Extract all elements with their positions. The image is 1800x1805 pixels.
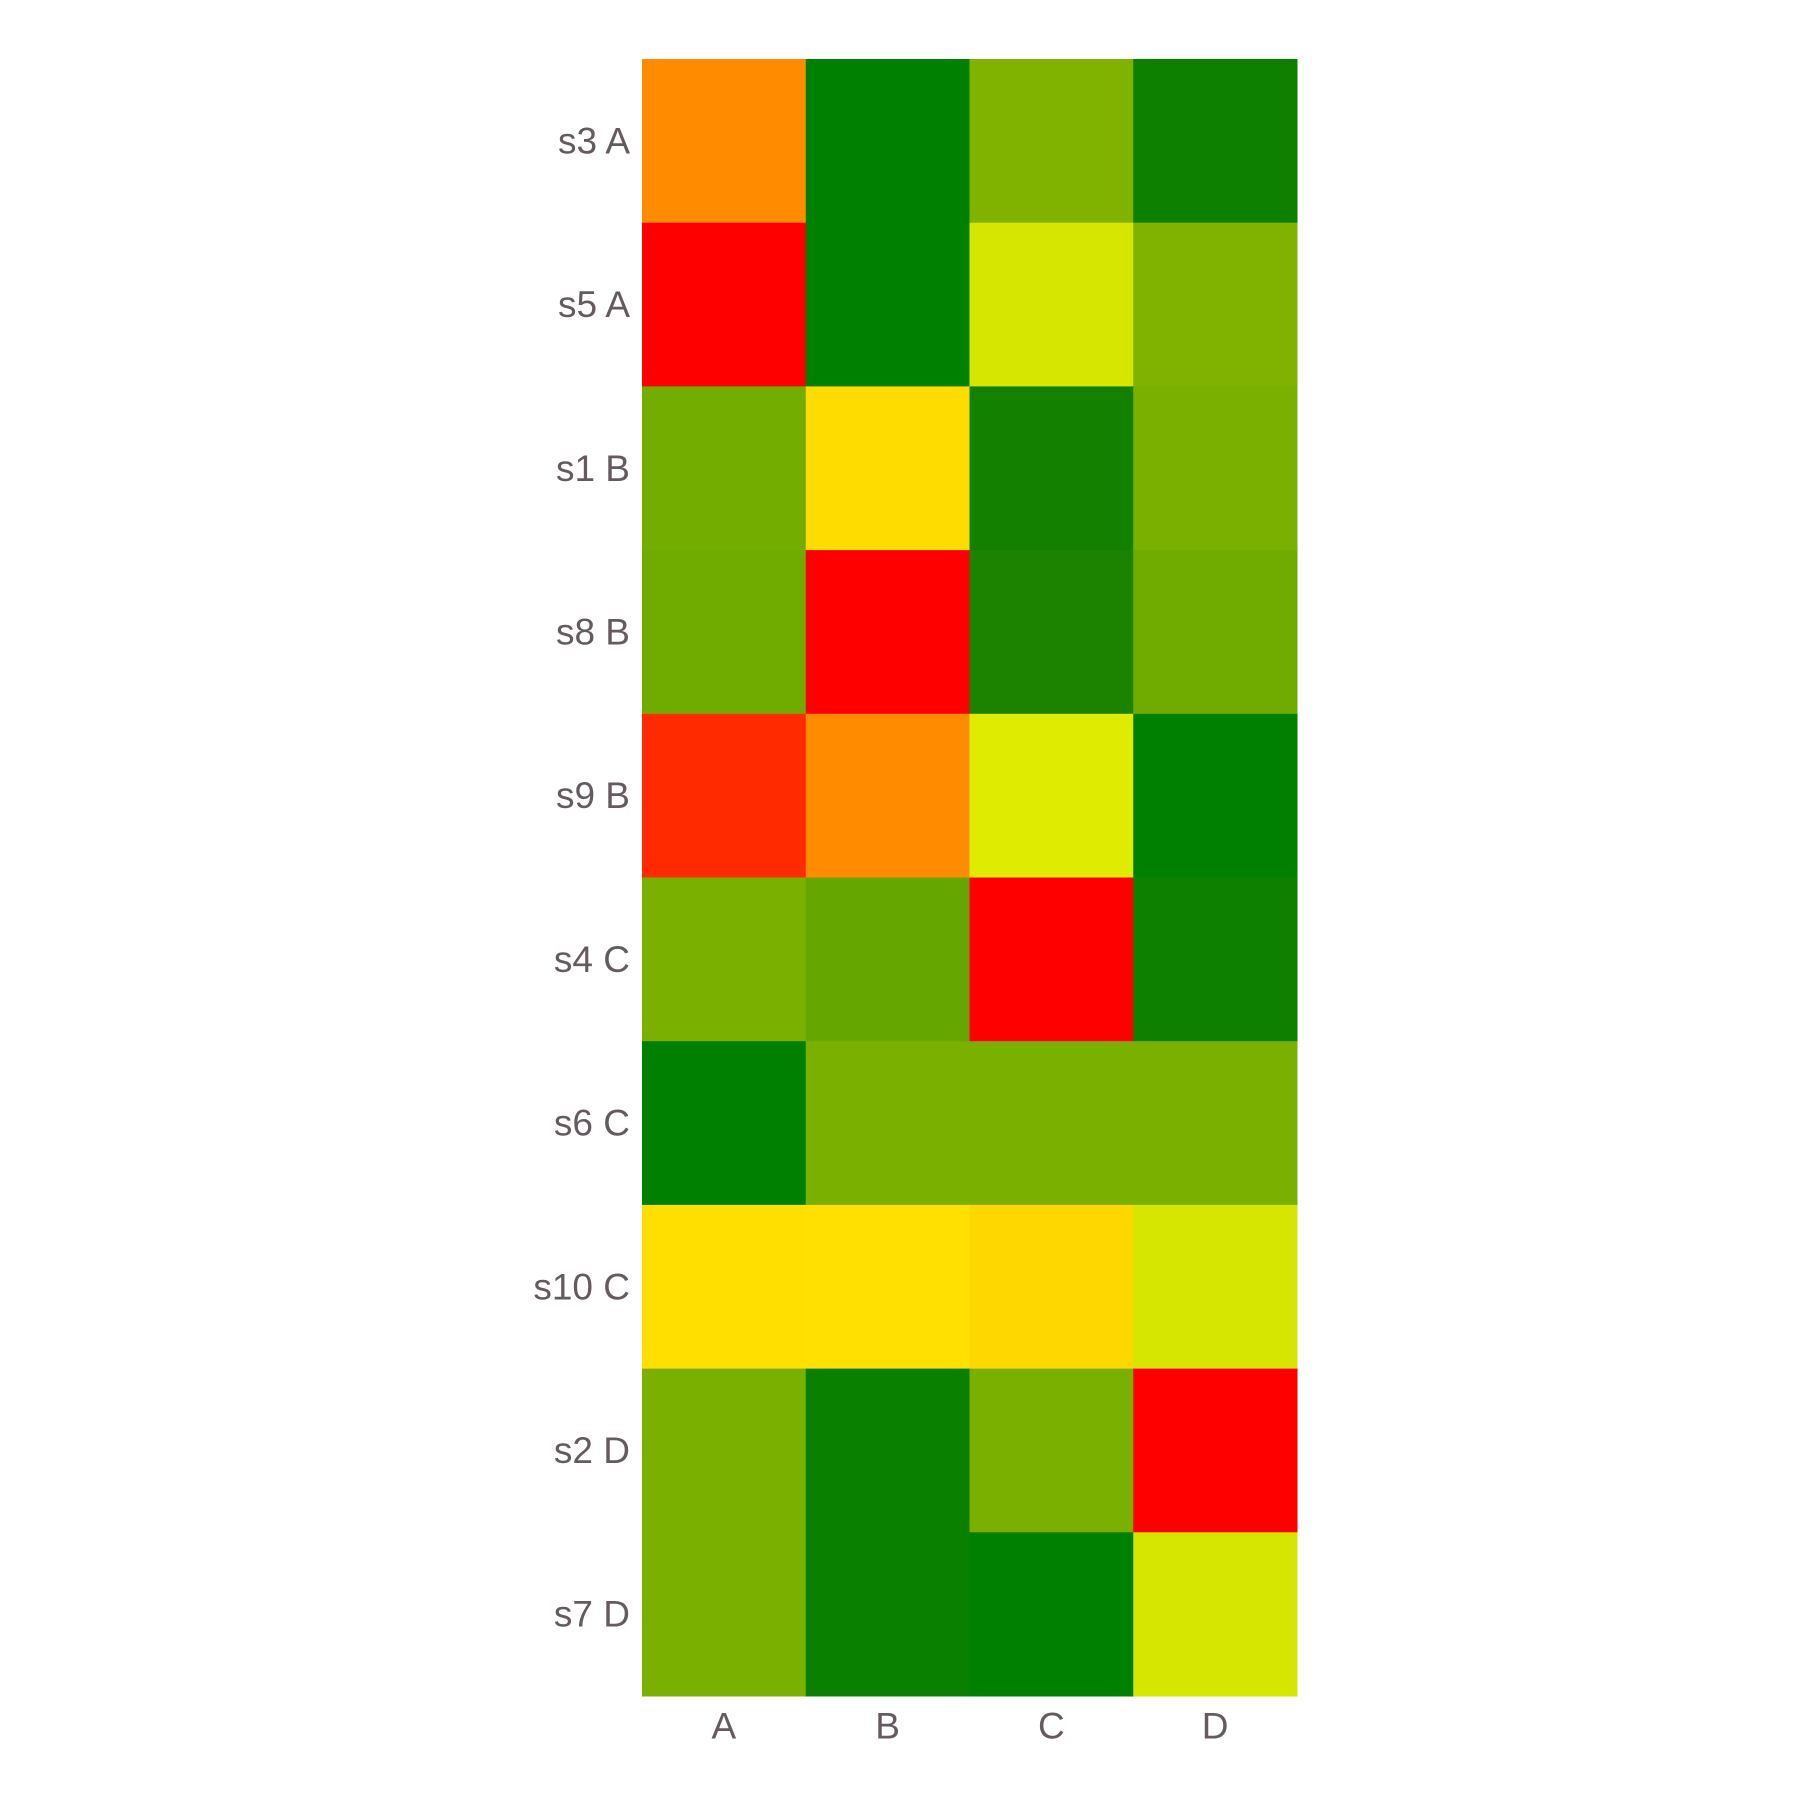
heatmap-cell xyxy=(1133,550,1298,715)
y-axis-tick-labels: s3 A s5 A s1 B s8 B s9 B s4 C s6 C s10 C s2 D s7 … xyxy=(533,120,630,1634)
heatmap-cell xyxy=(969,877,1134,1042)
heatmap-cell xyxy=(642,222,807,387)
y-tick-label: s3 A xyxy=(558,120,630,161)
heatmap-cell xyxy=(805,386,970,551)
heatmap-cell xyxy=(642,1368,807,1533)
heatmap-cell xyxy=(642,713,807,878)
x-axis-tick-labels: A B C D xyxy=(712,1706,1229,1747)
heatmap-cell xyxy=(969,1041,1134,1206)
heatmap-cell xyxy=(642,877,807,1042)
heatmap-cell xyxy=(805,1204,970,1370)
heatmap-cell xyxy=(642,1532,807,1697)
heatmap-cell xyxy=(1133,222,1298,387)
heatmap-cell xyxy=(969,1532,1134,1697)
heatmap-cells xyxy=(642,59,1298,1697)
y-tick-label: s1 B xyxy=(556,448,630,489)
heatmap-cell xyxy=(642,386,807,551)
heatmap-cell xyxy=(1133,713,1298,878)
x-tick-label: C xyxy=(1038,1706,1065,1747)
heatmap-cell xyxy=(969,59,1134,224)
heatmap-cell xyxy=(805,1532,970,1697)
heatmap-cell xyxy=(969,386,1134,551)
heatmap-cell xyxy=(1133,386,1298,551)
y-tick-label: s4 C xyxy=(554,939,630,980)
y-tick-label: s5 A xyxy=(558,284,630,325)
heatmap-cell xyxy=(1133,1532,1298,1697)
heatmap-cell xyxy=(805,222,970,387)
heatmap-cell xyxy=(1133,877,1298,1042)
heatmap-cell xyxy=(642,550,807,715)
heatmap-cell xyxy=(969,550,1134,715)
x-tick-label: A xyxy=(712,1706,737,1747)
heatmap-cell xyxy=(969,713,1134,878)
y-tick-label: s7 D xyxy=(554,1594,630,1635)
heatmap-cell xyxy=(1133,1041,1298,1206)
heatmap-cell xyxy=(642,1041,807,1206)
x-tick-label: B xyxy=(875,1706,900,1747)
heatmap-cell xyxy=(805,550,970,715)
heatmap-cell xyxy=(969,1368,1134,1533)
y-tick-label: s9 B xyxy=(556,775,630,816)
y-tick-label: s8 B xyxy=(556,611,630,652)
heatmap-cell xyxy=(1133,1204,1298,1370)
heatmap-cell xyxy=(969,1204,1134,1370)
heatmap-cell xyxy=(969,222,1134,387)
heatmap-cell xyxy=(1133,59,1298,224)
y-tick-label: s10 C xyxy=(533,1266,630,1307)
heatmap-cell xyxy=(805,59,970,224)
heatmap-cell xyxy=(805,1041,970,1206)
heatmap-cell xyxy=(642,1204,807,1370)
y-tick-label: s6 C xyxy=(554,1103,630,1144)
heatmap-cell xyxy=(805,713,970,878)
heatmap-cell xyxy=(1133,1368,1298,1533)
heatmap-cell xyxy=(805,1368,970,1533)
y-tick-label: s2 D xyxy=(554,1430,630,1471)
heatmap-cell xyxy=(642,59,807,224)
x-tick-label: D xyxy=(1202,1706,1229,1747)
heatmap-cell xyxy=(805,877,970,1042)
